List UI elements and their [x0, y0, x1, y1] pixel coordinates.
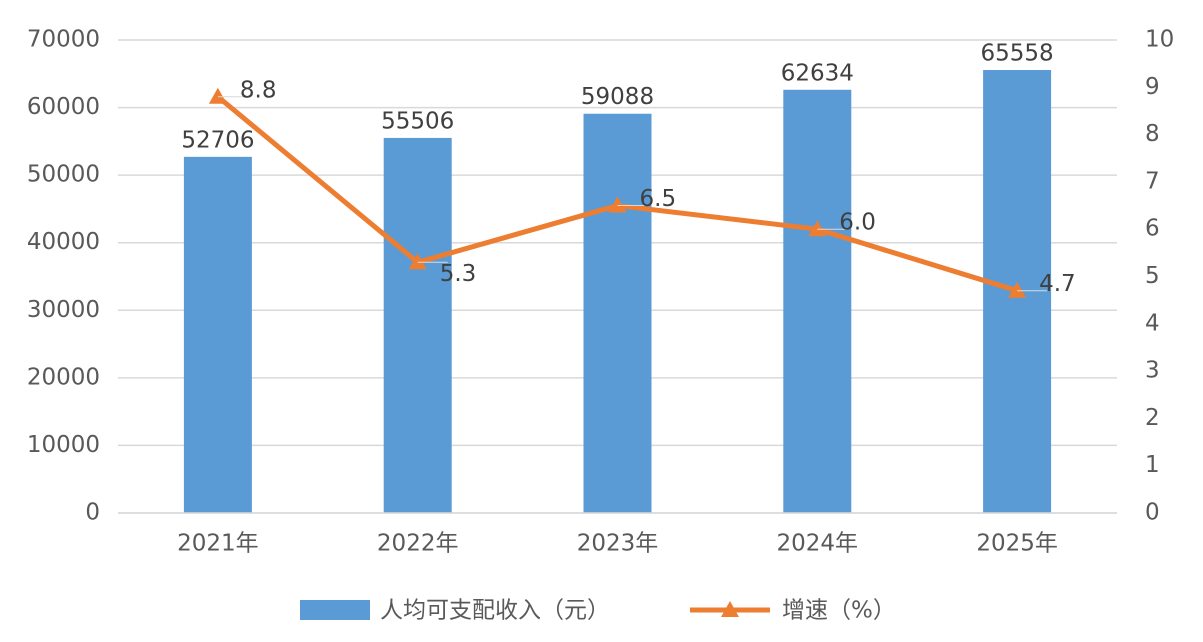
y2-tick-label: 9 — [1145, 74, 1160, 100]
marker — [208, 87, 227, 104]
marker — [808, 220, 827, 237]
x-tick-label: 2023年 — [577, 531, 659, 557]
y-tick-label: 20000 — [27, 364, 100, 390]
marker — [608, 196, 627, 213]
y2-tick-label: 1 — [1145, 452, 1160, 478]
y-tick-label: 40000 — [27, 229, 100, 255]
y-tick-label: 70000 — [27, 27, 100, 53]
bar — [783, 89, 852, 513]
y-tick-label: 10000 — [27, 432, 100, 458]
bar — [183, 156, 252, 513]
y-tick-label: 50000 — [27, 162, 100, 188]
y2-tick-label: 7 — [1145, 168, 1160, 194]
marker — [408, 253, 427, 270]
y2-tick-label: 0 — [1145, 500, 1160, 526]
y2-tick-label: 2 — [1145, 405, 1160, 431]
y-tick-label: 0 — [85, 500, 100, 526]
marker — [1008, 281, 1027, 298]
bar — [383, 137, 452, 513]
data-label: 62634 — [781, 60, 854, 86]
data-label: 8.8 — [240, 77, 277, 103]
x-tick-label: 2021年 — [177, 531, 259, 557]
y-tick-label: 60000 — [27, 94, 100, 120]
data-label: 55506 — [381, 108, 454, 134]
bar — [583, 113, 652, 513]
legend-label: 人均可支配收入（元） — [380, 598, 610, 624]
data-label: 5.3 — [440, 261, 477, 287]
data-label: 59088 — [581, 84, 654, 110]
data-label: 65558 — [981, 41, 1054, 67]
legend-label: 增速（%） — [782, 598, 896, 624]
x-tick-label: 2025年 — [976, 531, 1058, 557]
x-tick-label: 2022年 — [377, 531, 459, 557]
legend-swatch — [300, 600, 370, 620]
data-label: 4.7 — [1039, 271, 1076, 297]
y2-tick-label: 3 — [1145, 358, 1160, 384]
x-tick-label: 2024年 — [777, 531, 859, 557]
data-label: 52706 — [181, 127, 254, 153]
legend-marker — [721, 601, 739, 617]
y2-tick-label: 10 — [1145, 27, 1174, 53]
data-label: 6.0 — [839, 210, 876, 236]
y2-tick-label: 6 — [1145, 216, 1160, 242]
y2-tick-label: 4 — [1145, 310, 1160, 336]
y2-tick-label: 8 — [1145, 121, 1160, 147]
y-tick-label: 30000 — [27, 297, 100, 323]
y2-tick-label: 5 — [1145, 263, 1160, 289]
data-label: 6.5 — [640, 186, 677, 212]
